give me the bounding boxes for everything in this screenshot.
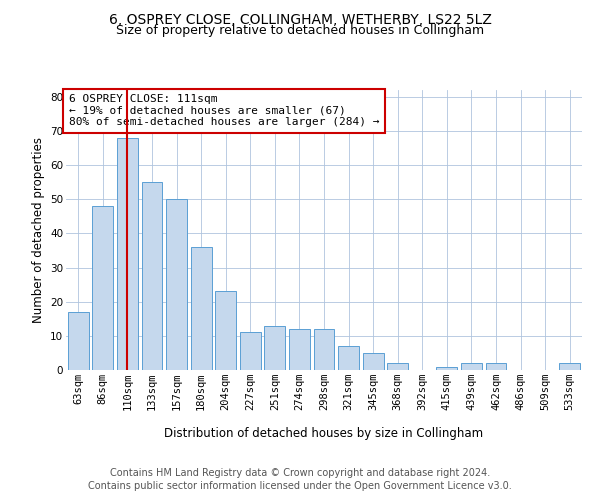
Bar — [265, 326, 286, 370]
Bar — [362, 353, 383, 370]
Bar — [68, 312, 89, 370]
Bar — [387, 363, 408, 370]
Text: Size of property relative to detached houses in Collingham: Size of property relative to detached ho… — [116, 24, 484, 37]
Bar — [240, 332, 261, 370]
Text: 6 OSPREY CLOSE: 111sqm
← 19% of detached houses are smaller (67)
80% of semi-det: 6 OSPREY CLOSE: 111sqm ← 19% of detached… — [68, 94, 379, 128]
Bar — [142, 182, 163, 370]
Bar — [92, 206, 113, 370]
Bar — [289, 329, 310, 370]
Bar — [485, 363, 506, 370]
Text: Contains HM Land Registry data © Crown copyright and database right 2024.: Contains HM Land Registry data © Crown c… — [110, 468, 490, 477]
Y-axis label: Number of detached properties: Number of detached properties — [32, 137, 44, 323]
Bar — [191, 247, 212, 370]
Bar — [314, 329, 334, 370]
Bar — [215, 292, 236, 370]
Bar — [166, 200, 187, 370]
Text: 6, OSPREY CLOSE, COLLINGHAM, WETHERBY, LS22 5LZ: 6, OSPREY CLOSE, COLLINGHAM, WETHERBY, L… — [109, 12, 491, 26]
Bar — [436, 366, 457, 370]
Bar — [461, 363, 482, 370]
Text: Contains public sector information licensed under the Open Government Licence v3: Contains public sector information licen… — [88, 481, 512, 491]
Bar — [117, 138, 138, 370]
Bar — [559, 363, 580, 370]
Bar — [338, 346, 359, 370]
Text: Distribution of detached houses by size in Collingham: Distribution of detached houses by size … — [164, 428, 484, 440]
